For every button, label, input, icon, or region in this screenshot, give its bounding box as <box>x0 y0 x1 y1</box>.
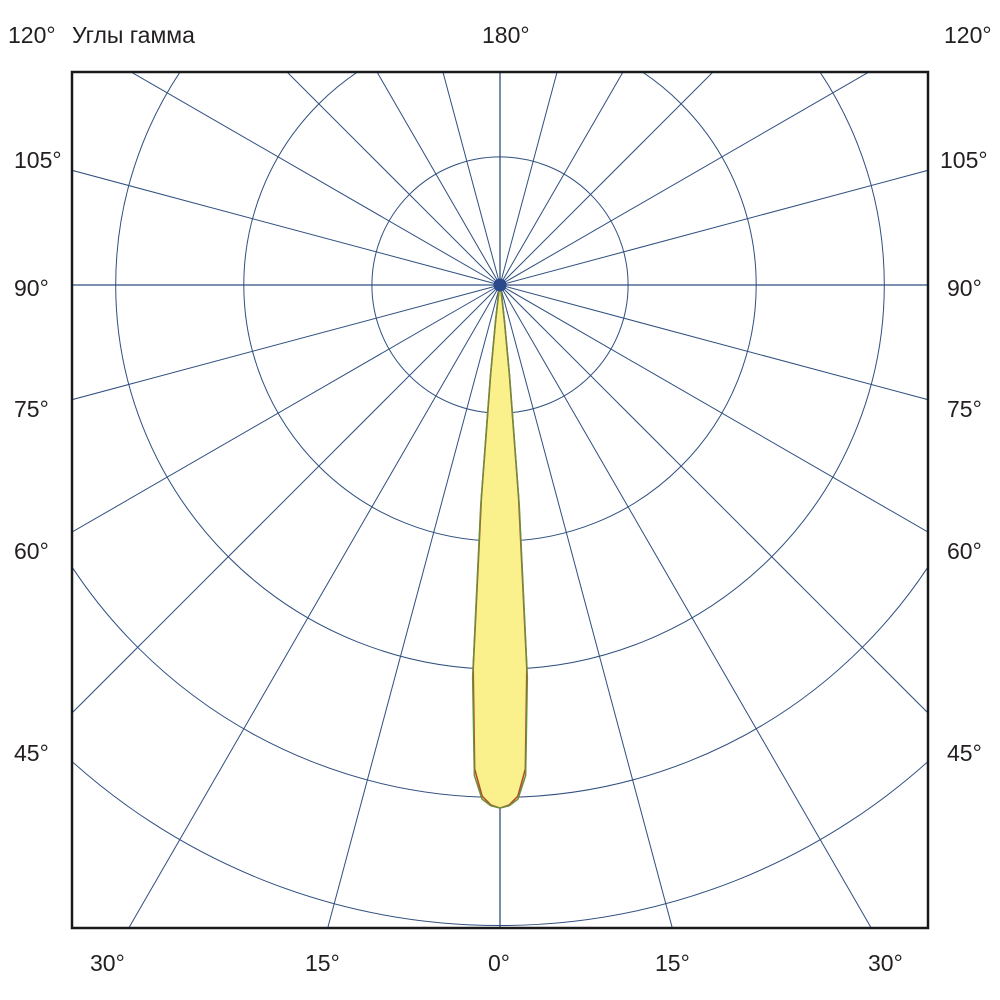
intensity-curve-fill <box>472 285 528 809</box>
bottom-axis-label-30-right: 30° <box>868 950 903 976</box>
bottom-axis-label-0: 0° <box>488 950 510 976</box>
top-center-angle-label: 180° <box>482 22 530 48</box>
bottom-axis-label-15-left: 15° <box>305 950 340 976</box>
plot-border <box>70 70 930 930</box>
right-axis-label-60: 60° <box>947 538 982 564</box>
chart-title: Углы гамма <box>72 22 195 48</box>
right-axis-label-90: 90° <box>947 275 982 301</box>
right-axis-label-105: 105° <box>940 147 988 173</box>
left-axis-label-45: 45° <box>14 740 49 766</box>
left-axis-label-105: 105° <box>14 147 62 173</box>
top-right-angle-label: 120° <box>944 22 992 48</box>
bottom-axis-label-30-left: 30° <box>90 950 125 976</box>
left-axis-label-75: 75° <box>14 396 49 422</box>
top-left-angle-label: 120° <box>8 22 56 48</box>
bottom-axis-label-15-right: 15° <box>655 950 690 976</box>
right-axis-label-45: 45° <box>947 740 982 766</box>
pole-marker <box>493 278 507 292</box>
left-axis-label-60: 60° <box>14 538 49 564</box>
right-axis-label-75: 75° <box>947 396 982 422</box>
left-axis-label-90: 90° <box>14 275 49 301</box>
